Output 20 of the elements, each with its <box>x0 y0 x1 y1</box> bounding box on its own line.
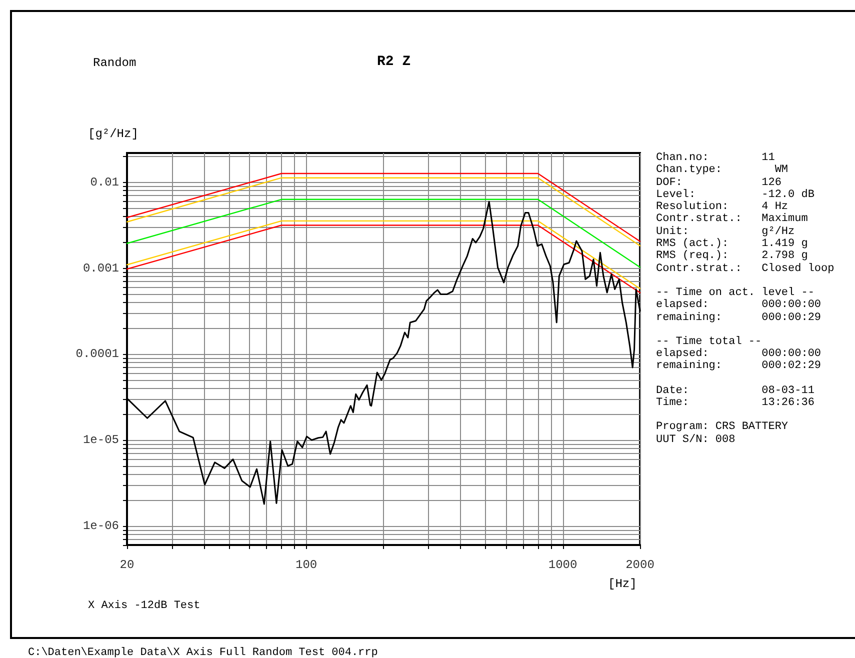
y-tick-label: 1e-05 <box>82 433 119 448</box>
text: Date: 08-03-11 Time: 13:26:36 <box>656 384 814 410</box>
x-tick-label: 1000 <box>548 558 578 572</box>
text: C:\Daten\Example Data\X Axis Full Random Test 004.rrp <box>28 647 378 658</box>
chart-title: R2 Z <box>377 54 411 70</box>
text: Program: CRS BATTERY UUT S/N: 008 <box>656 421 788 446</box>
y-tick-label: 1e-06 <box>82 518 119 533</box>
text: -- Time on act. level -- elapsed: 000:00:00 remaining: 000:00:29 <box>656 287 822 324</box>
text: X Axis -12dB Test <box>88 600 200 612</box>
y-tick-label: 0.001 <box>82 261 119 276</box>
chart-subtitle: Random <box>93 56 136 70</box>
text: Chan.no: 11 Chan.type: WM DOF: 126 Level: -12.0 dB Resolution: 4 Hz Contr.strat.: Maximum Unit: g²/Hz RMS (act.): 1.419 g RMS (req.): 2.798 g Contr.strat.: Closed loop <box>656 152 834 275</box>
x-axis-title: [Hz] <box>608 577 637 591</box>
text: -- Time total -- elapsed: 000:00:00 remaining: 000:02:29 <box>656 336 822 373</box>
y-tick-label: 0.0001 <box>76 347 119 362</box>
x-tick-label: 2000 <box>626 558 654 572</box>
x-tick-label: 100 <box>295 558 318 572</box>
y-axis-title: [g²/Hz] <box>88 127 138 141</box>
y-tick-label: 0.01 <box>90 175 119 190</box>
x-tick-label: 20 <box>120 558 134 572</box>
